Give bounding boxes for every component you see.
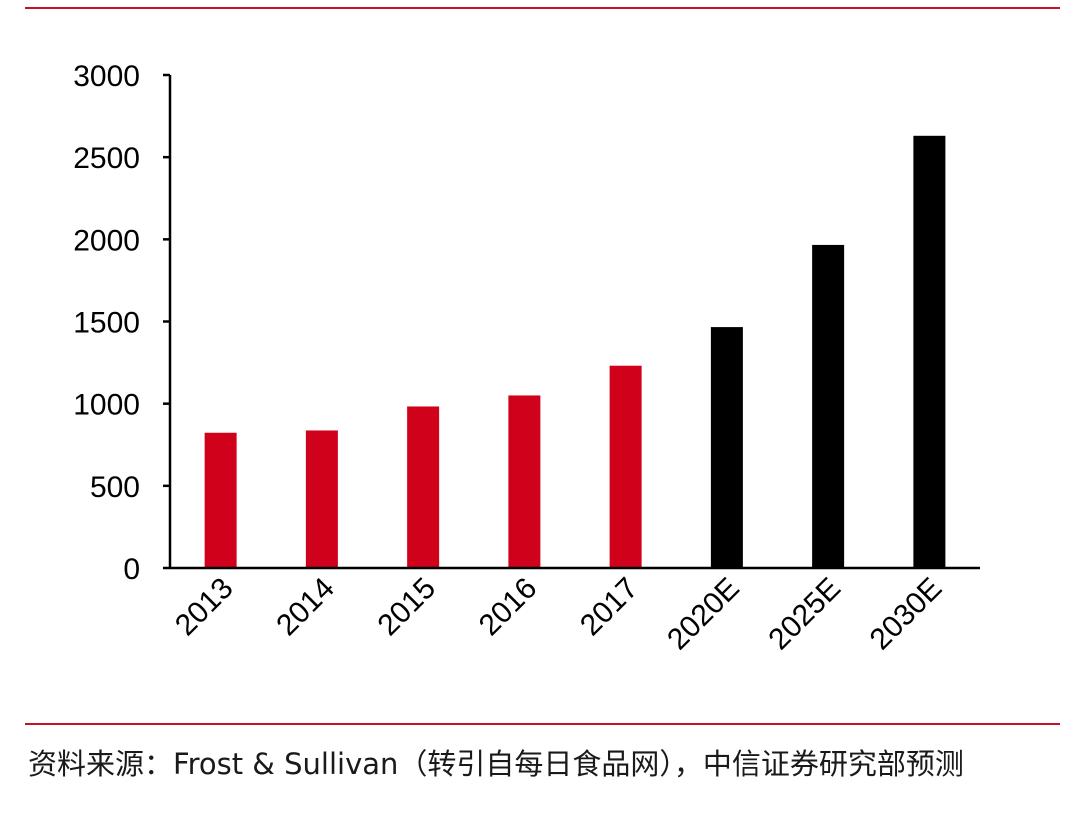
bottom-divider (25, 723, 1060, 725)
x-tick-label: 2013 (169, 572, 240, 643)
bar-2013 (204, 432, 237, 568)
bars (204, 135, 946, 569)
bar-2016 (508, 395, 541, 568)
y-tick-label: 0 (123, 553, 140, 586)
x-tick-label: 2025E (762, 572, 847, 657)
y-tick-label: 500 (90, 471, 140, 504)
y-tick-label: 1500 (73, 307, 140, 340)
x-tick-label: 2030E (864, 572, 949, 657)
y-tick-label: 3000 (73, 60, 140, 93)
bar-2025e (812, 244, 845, 569)
x-tick-label: 2015 (372, 572, 443, 643)
bar-2017 (609, 365, 642, 568)
x-tick-label: 2020E (661, 572, 746, 657)
y-tick-label: 1000 (73, 389, 140, 422)
x-axis: 2013 2014 2015 2016 2017 2020E 2025E 2030E (169, 566, 980, 657)
x-tick-label: 2016 (473, 572, 544, 643)
bar-2014 (305, 430, 338, 568)
bar-2015 (407, 406, 440, 568)
top-divider (25, 7, 1060, 9)
y-tick-label: 2500 (73, 142, 140, 175)
x-tick-label: 2017 (574, 572, 645, 643)
x-tick-label: 2014 (270, 572, 341, 643)
y-axis: 0 500 1000 1500 2000 2500 3000 (73, 60, 172, 586)
y-tick-label: 2000 (73, 224, 140, 257)
bar-2030e (913, 135, 946, 568)
source-note: 资料来源：Frost & Sullivan（转引自每日食品网），中信证券研究部预… (28, 747, 964, 781)
bar-2020e (710, 327, 743, 568)
